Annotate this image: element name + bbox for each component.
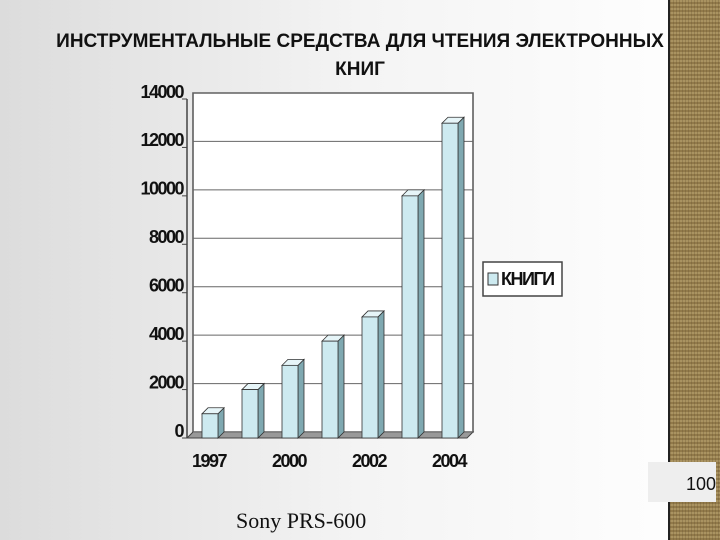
x-tick-label: 2004 [432, 451, 468, 471]
y-tick-label: 0 [174, 421, 184, 441]
bar-side [297, 358, 305, 439]
legend-label: КНИГИ [501, 269, 554, 289]
bar-side [257, 382, 265, 439]
page-number: 100 [648, 462, 716, 502]
decorative-border [668, 0, 720, 540]
bar-side [457, 116, 465, 439]
bar-side [417, 188, 425, 439]
x-tick-label: 1997 [192, 451, 228, 471]
bar [241, 389, 259, 439]
bar [401, 195, 419, 439]
x-tick-label: 2000 [272, 451, 308, 471]
bar [321, 340, 339, 439]
chart-title: ИНСТРУМЕНТАЛЬНЫЕ СРЕДСТВА ДЛЯ ЧТЕНИЯ ЭЛЕ… [56, 31, 664, 80]
bar [361, 316, 379, 439]
y-tick-label: 10000 [140, 179, 184, 199]
bar-side [377, 309, 385, 439]
bar-side [337, 334, 345, 439]
y-tick-label: 2000 [149, 372, 185, 392]
caption: Sony PRS-600 [236, 508, 367, 533]
bar [441, 122, 459, 439]
bar [201, 413, 219, 439]
y-tick-label: 4000 [149, 324, 185, 344]
y-tick-label: 12000 [140, 130, 184, 150]
y-tick-label: 14000 [140, 82, 184, 102]
legend-swatch [487, 272, 499, 286]
x-tick-label: 2002 [352, 451, 388, 471]
bar [281, 364, 299, 439]
y-tick-label: 8000 [149, 227, 185, 247]
y-tick-label: 6000 [149, 275, 185, 295]
